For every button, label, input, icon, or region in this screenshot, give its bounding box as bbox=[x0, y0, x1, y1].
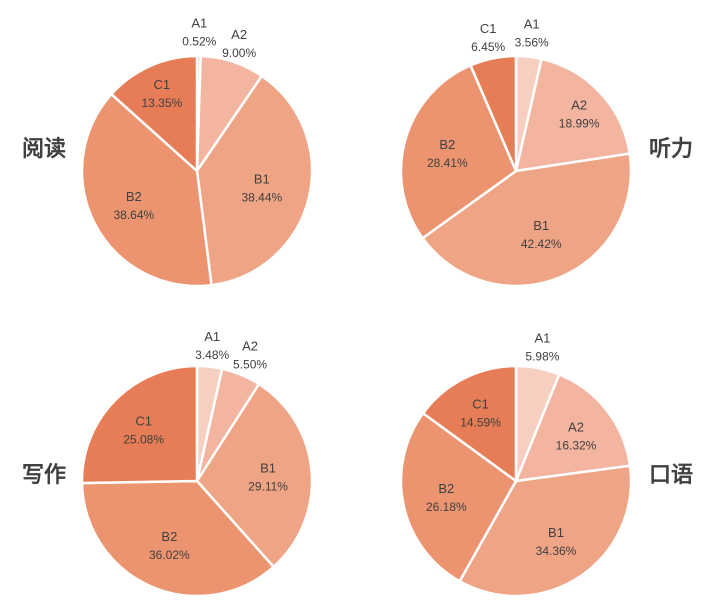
slice-value-listening-a1: 3.56% bbox=[515, 36, 549, 50]
slice-label-writing-b1: B1 bbox=[260, 460, 276, 475]
pie-slice-speaking-a2 bbox=[514, 372, 632, 483]
chart-title-listening: 听力 bbox=[649, 137, 693, 162]
slice-label-speaking-b1: B1 bbox=[548, 525, 564, 540]
slice-value-speaking-b2: 26.18% bbox=[426, 500, 467, 514]
pie-slice-listening-a2 bbox=[514, 57, 632, 173]
pie-slice-listening-b2 bbox=[399, 63, 518, 240]
slice-label-listening-a1: A1 bbox=[524, 17, 540, 32]
slice-label-listening-c1: C1 bbox=[480, 21, 497, 36]
slice-label-reading-b2: B2 bbox=[126, 189, 142, 204]
pie-slice-writing-c1 bbox=[80, 364, 199, 485]
slice-value-writing-a2: 5.50% bbox=[233, 358, 267, 372]
pie-slice-speaking-b2 bbox=[399, 411, 518, 583]
slice-label-speaking-c1: C1 bbox=[472, 396, 489, 411]
pie-slice-reading-b2 bbox=[80, 92, 213, 288]
slice-value-reading-a1: 0.52% bbox=[182, 35, 216, 49]
slice-value-writing-b2: 36.02% bbox=[149, 548, 190, 562]
slice-label-reading-a1: A1 bbox=[191, 16, 207, 31]
pie-slice-listening-c1 bbox=[468, 54, 518, 172]
slice-value-listening-b1: 42.42% bbox=[521, 237, 562, 251]
slice-label-writing-b2: B2 bbox=[161, 529, 177, 544]
pie-slice-speaking-b1 bbox=[457, 464, 633, 598]
chart-title-writing: 写作 bbox=[22, 463, 66, 488]
slice-label-reading-c1: C1 bbox=[154, 77, 171, 92]
slice-label-reading-b1: B1 bbox=[254, 172, 270, 187]
pie-chart-speaking: 口语 A1 5.98% A2 16.32% B1 34.36% B2 26.18% C1 14.5… bbox=[399, 331, 693, 598]
slice-value-speaking-c1: 14.59% bbox=[460, 415, 501, 429]
pie-chart-reading: 阅读 A1 0.52% A2 9.00% B1 38.44% B2 38.64% C1 13.35… bbox=[22, 16, 314, 288]
slice-label-writing-a1: A1 bbox=[204, 329, 220, 344]
slice-label-writing-c1: C1 bbox=[135, 414, 152, 429]
slice-value-speaking-a1: 5.98% bbox=[525, 350, 559, 364]
slice-value-reading-a2: 9.00% bbox=[222, 46, 256, 60]
slice-label-reading-a2: A2 bbox=[231, 27, 247, 42]
slice-label-listening-b1: B1 bbox=[533, 218, 549, 233]
slice-label-speaking-b2: B2 bbox=[438, 481, 454, 496]
pie-slice-listening-b1 bbox=[420, 152, 633, 288]
slice-value-writing-c1: 25.08% bbox=[123, 433, 164, 447]
slice-value-writing-a1: 3.48% bbox=[195, 348, 229, 362]
pie-slice-writing-b1 bbox=[195, 382, 314, 569]
slice-value-reading-b1: 38.44% bbox=[242, 191, 283, 205]
slice-label-speaking-a2: A2 bbox=[568, 420, 584, 435]
slice-label-writing-a2: A2 bbox=[242, 339, 258, 354]
slice-label-listening-a2: A2 bbox=[571, 97, 587, 112]
pie-slice-reading-b1 bbox=[195, 74, 314, 287]
pie-slice-speaking-c1 bbox=[421, 364, 518, 484]
slice-value-listening-c1: 6.45% bbox=[471, 40, 505, 54]
slice-value-reading-b2: 38.64% bbox=[114, 208, 155, 222]
pie-slice-writing-b2 bbox=[80, 479, 276, 598]
slice-value-listening-b2: 28.41% bbox=[427, 156, 468, 170]
slice-value-speaking-b1: 34.36% bbox=[536, 544, 577, 558]
chart-title-reading: 阅读 bbox=[22, 137, 66, 162]
slice-label-speaking-a1: A1 bbox=[534, 331, 550, 346]
chart-title-speaking: 口语 bbox=[649, 463, 693, 488]
slice-value-listening-a2: 18.99% bbox=[559, 116, 600, 130]
slice-label-listening-b2: B2 bbox=[439, 137, 455, 152]
pie-slice-reading-c1 bbox=[109, 54, 199, 174]
pie-chart-listening: 听力 A1 3.56% A2 18.99% B1 42.42% B2 28.41% C1 6.45… bbox=[399, 17, 693, 288]
slice-value-reading-c1: 13.35% bbox=[142, 96, 183, 110]
pie-chart-writing: 写作 A1 3.48% A2 5.50% B1 29.11% B2 36.02% C1 25.08… bbox=[22, 329, 314, 598]
slice-value-writing-b1: 29.11% bbox=[248, 479, 288, 493]
slice-value-speaking-a2: 16.32% bbox=[556, 439, 597, 453]
